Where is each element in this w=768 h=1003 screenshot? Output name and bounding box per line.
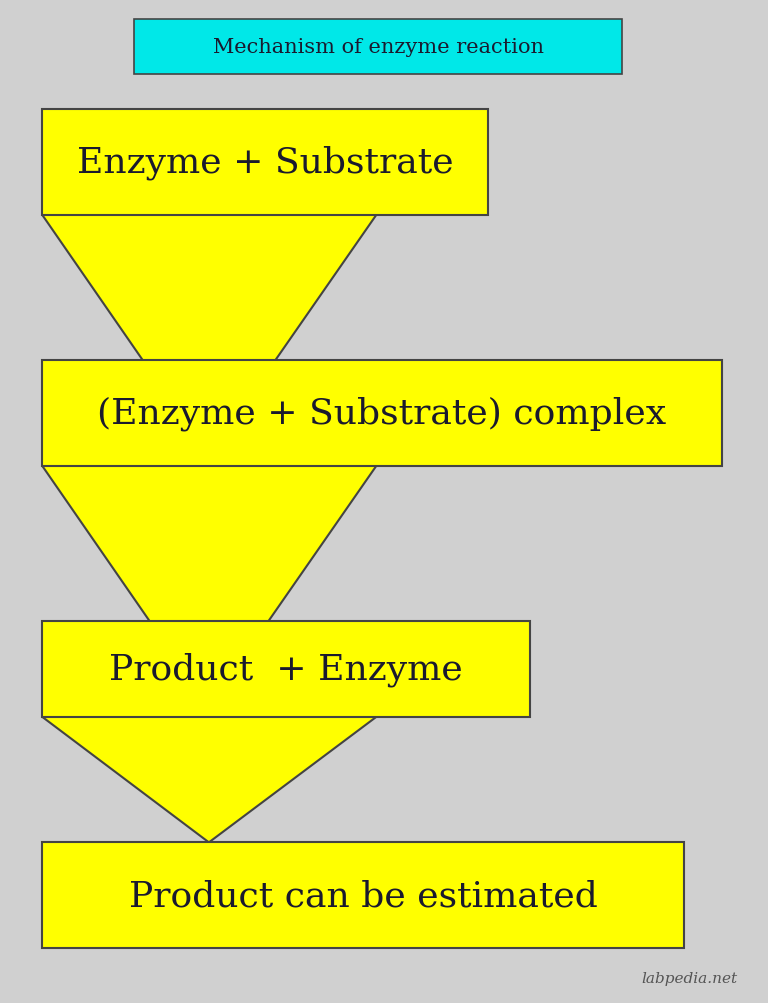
Polygon shape — [42, 466, 376, 707]
FancyBboxPatch shape — [134, 20, 622, 75]
FancyBboxPatch shape — [42, 843, 684, 948]
Polygon shape — [42, 717, 376, 843]
Text: Mechanism of enzyme reaction: Mechanism of enzyme reaction — [213, 38, 544, 57]
FancyBboxPatch shape — [42, 110, 488, 216]
Text: (Enzyme + Substrate) complex: (Enzyme + Substrate) complex — [98, 396, 667, 431]
Polygon shape — [42, 216, 376, 456]
FancyBboxPatch shape — [42, 361, 722, 466]
FancyBboxPatch shape — [42, 622, 530, 717]
Text: Product can be estimated: Product can be estimated — [128, 879, 598, 912]
Text: Product  + Enzyme: Product + Enzyme — [109, 652, 463, 687]
Text: Enzyme + Substrate: Enzyme + Substrate — [77, 145, 453, 181]
Text: labpedia.net: labpedia.net — [641, 971, 737, 985]
